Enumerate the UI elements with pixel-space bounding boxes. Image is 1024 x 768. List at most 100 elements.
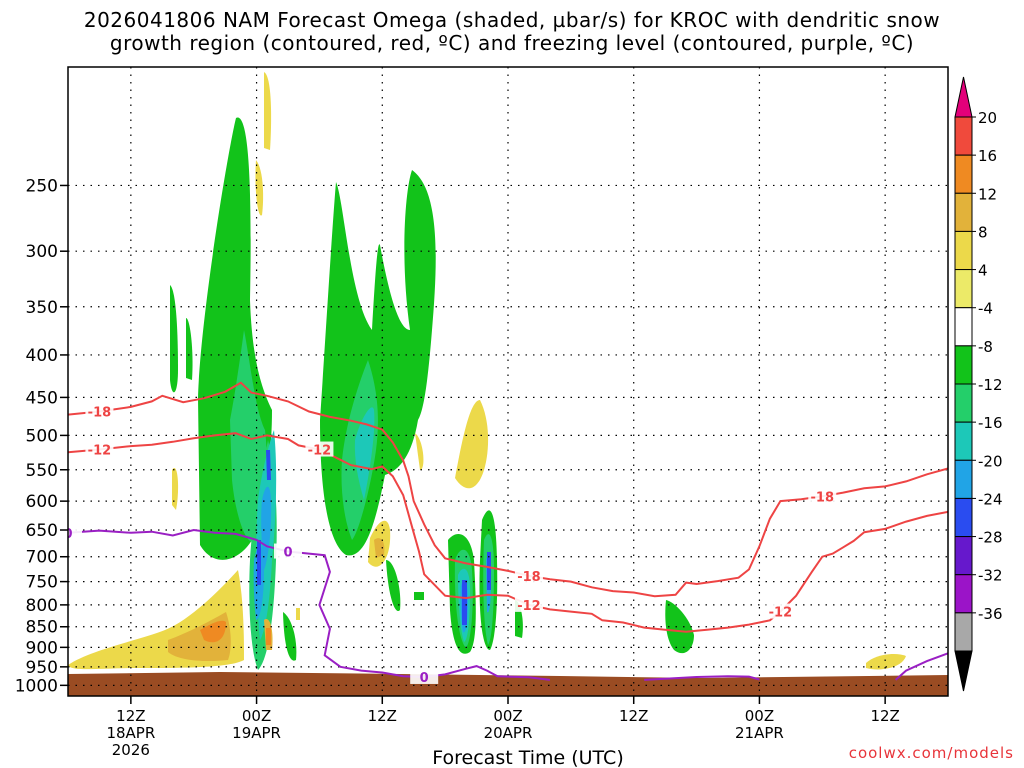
x-tick-label: 00Z — [493, 707, 522, 725]
y-tick-label: 1000 — [15, 676, 58, 696]
colorbar-cell — [954, 497, 973, 538]
y-tick-label: 950 — [26, 658, 58, 678]
colorbar-label: 20 — [978, 109, 997, 127]
omega-shade-region — [462, 580, 467, 625]
y-tick-label: 900 — [26, 638, 58, 658]
x-tick-label: 12Z — [368, 707, 397, 725]
omega-shade-region — [255, 160, 264, 216]
omega-shade-region — [354, 407, 375, 500]
contour-label-bg — [410, 668, 439, 684]
contour-label: -12 — [517, 599, 541, 614]
contour-line-0 — [644, 675, 760, 681]
omega-shade-region — [257, 540, 261, 585]
colorbar-cell — [954, 192, 973, 232]
contour-label-bg — [274, 543, 302, 559]
y-tick-label: 550 — [26, 461, 58, 481]
contour-label-bg — [514, 567, 543, 583]
y-tick-label: 500 — [26, 426, 58, 446]
colorbar-label: 12 — [978, 185, 997, 203]
contours: -18 -18 -18 -12 -12 -12 -12 0 0 0 — [63, 381, 948, 686]
x-tick-label: 19APR — [232, 724, 281, 742]
x-tick-label: 21APR — [735, 724, 784, 742]
colorbar-cell — [954, 307, 973, 347]
colorbar-cell — [954, 612, 973, 652]
contour-line-neg18 — [68, 381, 948, 598]
contour-label: -18 — [517, 570, 541, 585]
omega-shade-region — [415, 433, 424, 470]
y-tick-label: 750 — [26, 573, 58, 593]
omega-shade-region — [186, 318, 193, 380]
contour-label-bg — [85, 403, 114, 419]
contour-label: -18 — [88, 406, 112, 421]
colorbar-label: -36 — [978, 605, 1003, 623]
contour-line-0 — [68, 528, 551, 681]
omega-shade-region — [414, 592, 424, 600]
omega-shade-region — [866, 654, 906, 670]
colorbar-label: -32 — [978, 567, 1003, 585]
colorbar: 20 16 12 8 4 -4 -8 -12 -16 -20 -24 -28 -32 -36 — [954, 76, 1003, 692]
y-tick-label: 250 — [26, 176, 58, 196]
omega-shade-region — [487, 552, 491, 590]
colorbar-label: -16 — [978, 414, 1003, 432]
colorbar-label: 8 — [978, 223, 988, 241]
colorbar-cell — [954, 574, 973, 614]
x-tick-label: 18APR — [106, 724, 155, 742]
colorbar-label: -24 — [978, 490, 1003, 508]
omega-shade-region — [200, 620, 226, 643]
colorbar-cell — [954, 230, 973, 271]
omega-shade-region — [374, 538, 385, 558]
contour-label: -18 — [811, 490, 835, 505]
surface-terrain — [68, 672, 948, 696]
omega-shade-region — [172, 468, 179, 510]
y-tick-label: 350 — [26, 298, 58, 318]
colorbar-cell — [954, 116, 973, 156]
omega-shade-region — [170, 285, 178, 393]
colorbar-label: 16 — [978, 147, 997, 165]
omega-shade-region — [283, 612, 297, 661]
x-tick-label: 2026 — [112, 741, 150, 759]
x-tick-label: 00Z — [745, 707, 774, 725]
y-tick-label: 650 — [26, 521, 58, 541]
x-tick-label: 20APR — [484, 724, 533, 742]
x-tick-label: 12Z — [870, 707, 899, 725]
contour-line-neg12 — [68, 432, 948, 633]
y-tick-label: 850 — [26, 618, 58, 638]
colorbar-cell — [954, 154, 973, 194]
y-tick-label: 800 — [26, 596, 58, 616]
colorbar-cell — [954, 536, 973, 576]
x-axis-label: Forecast Time (UTC) — [432, 747, 623, 768]
contour-label: -12 — [308, 444, 332, 459]
y-tick-label: 400 — [26, 346, 58, 366]
colorbar-label: -12 — [978, 376, 1003, 394]
colorbar-bottom-arrow — [954, 650, 973, 692]
omega-shade-region — [264, 72, 272, 150]
chart-title-line-1: 2026041806 NAM Forecast Omega (shaded, µ… — [83, 8, 941, 32]
contour-label-bg — [85, 441, 114, 457]
x-tick-label: 00Z — [242, 707, 271, 725]
contour-label-bg — [514, 596, 543, 612]
omega-shade-region — [320, 170, 436, 556]
contour-label-bg — [766, 603, 795, 619]
contour-line-0 — [894, 652, 948, 681]
omega-shade-region — [665, 600, 694, 654]
omega-shade-region — [266, 628, 271, 645]
x-tick-label: 12Z — [116, 707, 145, 725]
omega-shading — [68, 72, 948, 696]
y-axis: 2503003504004505005506006507007508008509… — [15, 176, 68, 696]
chart-title-line-2: growth region (contoured, red, ºC) and f… — [109, 31, 915, 55]
omega-shade-region — [386, 560, 401, 612]
contour-label: 0 — [63, 527, 72, 542]
contour-label: 0 — [420, 671, 429, 686]
colorbar-label: -4 — [978, 300, 993, 318]
site-credit: coolwx.com/models — [848, 744, 1014, 762]
y-tick-label: 450 — [26, 388, 58, 408]
x-tick-label: 12Z — [619, 707, 648, 725]
contour-label-bg — [305, 441, 334, 457]
y-tick-label: 300 — [26, 242, 58, 262]
colorbar-label: -20 — [978, 452, 1003, 470]
colorbar-label: -28 — [978, 529, 1003, 547]
contour-label: -12 — [769, 606, 793, 621]
colorbar-cell — [954, 345, 973, 385]
